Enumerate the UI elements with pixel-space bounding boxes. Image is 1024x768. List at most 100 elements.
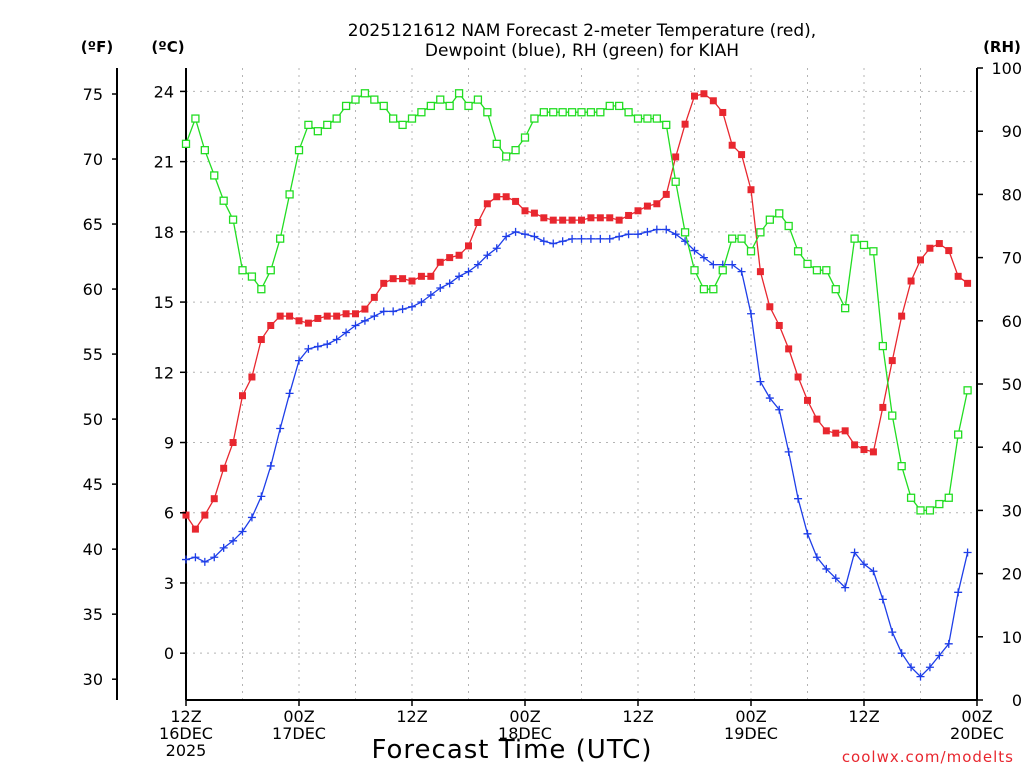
dewpoint-point bbox=[483, 251, 492, 260]
temperature-point bbox=[719, 108, 727, 116]
temperature-point bbox=[926, 244, 934, 252]
temperature-point bbox=[436, 258, 444, 266]
rh-point bbox=[294, 146, 304, 155]
dewpoint-point bbox=[210, 553, 219, 562]
credit-label: coolwx.com/modelts bbox=[842, 748, 1014, 766]
dewpoint-point bbox=[624, 230, 633, 239]
rh-tick-label: 70 bbox=[1002, 249, 1022, 268]
dewpoint-point bbox=[445, 279, 454, 288]
temperature-point bbox=[672, 153, 680, 161]
temperature-point bbox=[578, 216, 585, 224]
rh-point bbox=[878, 341, 887, 351]
rh-unit-label: (RH) bbox=[983, 38, 1021, 56]
dewpoint-point bbox=[351, 321, 360, 330]
rh-point bbox=[483, 108, 492, 117]
x-tick-label: 00Z bbox=[283, 707, 314, 726]
rh-point bbox=[652, 114, 661, 123]
rh-point bbox=[624, 108, 633, 117]
dewpoint-point bbox=[586, 234, 595, 243]
temperature-point bbox=[389, 275, 397, 283]
temperature-point bbox=[804, 396, 811, 404]
temperature-point bbox=[191, 525, 199, 533]
temperature-point bbox=[304, 319, 312, 327]
dewpoint-point bbox=[878, 595, 887, 604]
rh-point bbox=[351, 95, 360, 104]
temperature-point bbox=[295, 317, 303, 325]
temperature-point bbox=[851, 441, 859, 449]
temperature-point bbox=[474, 218, 482, 226]
dewpoint-point bbox=[897, 649, 906, 658]
rh-point bbox=[577, 108, 586, 117]
temperature-point bbox=[841, 427, 849, 435]
rh-point bbox=[332, 114, 341, 123]
rh-point bbox=[200, 146, 209, 155]
celsius-tick-label: 21 bbox=[154, 153, 174, 172]
dewpoint-point bbox=[455, 272, 464, 281]
temperature-point bbox=[756, 268, 764, 276]
dewpoint-point bbox=[662, 225, 671, 234]
temperature-point bbox=[229, 439, 237, 447]
dewpoint-point bbox=[747, 309, 755, 318]
rh-point bbox=[803, 259, 812, 269]
dewpoint-point bbox=[737, 267, 746, 276]
rh-tick-label: 30 bbox=[1002, 501, 1022, 520]
dewpoint-point bbox=[219, 543, 228, 552]
rh-point bbox=[775, 209, 784, 218]
temperature-point bbox=[370, 293, 378, 301]
fahrenheit-tick-label: 35 bbox=[83, 605, 103, 624]
rh-point bbox=[906, 493, 916, 502]
dewpoint-point bbox=[417, 298, 426, 307]
fahrenheit-tick-label: 75 bbox=[83, 85, 103, 104]
x-tick-label: 17DEC bbox=[272, 724, 326, 743]
celsius-tick-label: 15 bbox=[154, 293, 174, 312]
temperature-point bbox=[728, 141, 736, 149]
rh-point bbox=[426, 101, 435, 111]
dewpoint-point bbox=[803, 529, 812, 538]
rh-point bbox=[313, 127, 322, 136]
temperature-point bbox=[681, 120, 689, 128]
dewpoint-point bbox=[379, 307, 388, 316]
rh-point bbox=[389, 114, 398, 123]
dewpoint-point bbox=[247, 513, 256, 522]
temperature-point bbox=[408, 277, 416, 285]
rh-point bbox=[398, 120, 407, 130]
temperature-point bbox=[662, 190, 670, 198]
rh-point bbox=[285, 190, 294, 199]
rh-point bbox=[925, 506, 935, 515]
rh-point bbox=[379, 101, 388, 111]
temperature-point bbox=[964, 279, 972, 287]
temperature-point bbox=[917, 256, 924, 264]
dewpoint-point bbox=[191, 553, 200, 562]
rh-point bbox=[944, 493, 953, 502]
rh-tick-label: 0 bbox=[1012, 691, 1022, 710]
rh-tick-label: 60 bbox=[1002, 312, 1022, 331]
temperature-point bbox=[323, 312, 331, 320]
x-tick-label: 12Z bbox=[848, 707, 879, 726]
rh-point bbox=[709, 285, 718, 294]
temperature-point bbox=[700, 90, 708, 98]
x-tick-label: 12Z bbox=[170, 707, 201, 726]
celsius-tick-label: 0 bbox=[164, 644, 174, 663]
dewpoint-point bbox=[860, 560, 868, 569]
temperature-point bbox=[276, 312, 284, 320]
temperature-point bbox=[521, 207, 529, 215]
rh-point bbox=[596, 108, 605, 117]
rh-point bbox=[257, 285, 266, 294]
rh-point bbox=[728, 234, 737, 243]
rh-point bbox=[699, 285, 709, 294]
temperature-point bbox=[860, 446, 868, 454]
dewpoint-point bbox=[935, 651, 944, 660]
chart-title-line-1: 2025121612 NAM Forecast 2-meter Temperat… bbox=[348, 21, 816, 41]
temperature-point bbox=[945, 247, 953, 255]
rh-point bbox=[558, 108, 567, 117]
rh-point bbox=[407, 114, 417, 123]
dewpoint-point bbox=[323, 340, 332, 349]
dewpoint-point bbox=[295, 356, 303, 365]
temperature-point bbox=[879, 403, 887, 411]
temperature-point bbox=[314, 314, 322, 322]
rh-point bbox=[765, 215, 774, 224]
dewpoint-point bbox=[521, 230, 529, 239]
rh-point bbox=[436, 95, 445, 104]
temperature-point bbox=[248, 373, 256, 381]
temperature-point bbox=[832, 429, 840, 437]
